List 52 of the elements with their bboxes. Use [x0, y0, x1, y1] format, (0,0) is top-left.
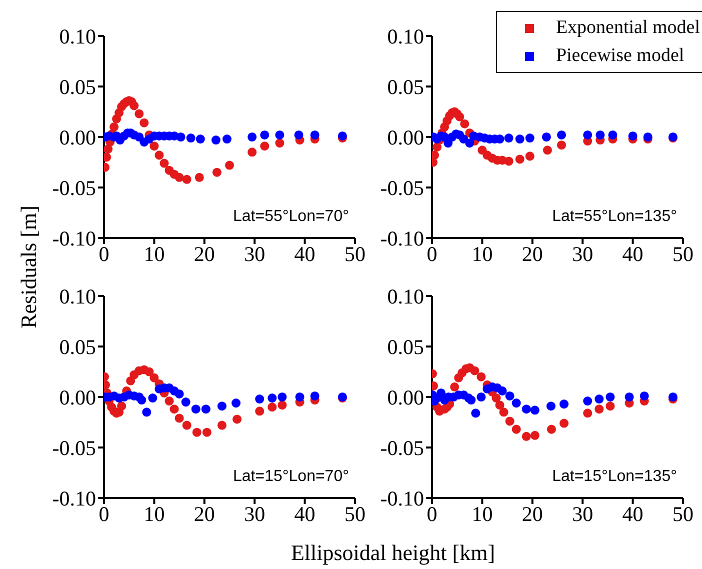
y-tick-label: 0.00 — [387, 385, 424, 410]
x-tick-label: 50 — [672, 502, 694, 526]
x-tick-label: 50 — [672, 242, 694, 266]
y-tick-label: 0.10 — [387, 24, 424, 48]
x-tick-label: 30 — [572, 502, 594, 526]
y-tick-label: 0.00 — [59, 125, 96, 150]
y-tick-label: -0.05 — [52, 436, 96, 460]
y-tick-label: 0.05 — [387, 334, 424, 359]
x-tick-label: 40 — [294, 242, 316, 266]
x-tick-label: 50 — [344, 502, 366, 526]
x-tick-label: 10 — [144, 242, 165, 266]
x-tick-label: 0 — [98, 242, 110, 266]
x-tick-label: 20 — [522, 502, 543, 526]
legend-label: Exponential model — [556, 17, 700, 39]
x-tick-label: 20 — [194, 502, 215, 526]
y-tick-label: -0.05 — [380, 176, 424, 200]
x-tick-label: 10 — [472, 502, 493, 526]
x-tick-label: 40 — [294, 502, 316, 526]
y-tick-label: 0.05 — [59, 74, 96, 99]
y-tick-label: -0.10 — [52, 486, 96, 510]
x-tick-label: 20 — [522, 242, 543, 266]
y-tick-label: 0.05 — [59, 334, 96, 359]
legend-label: Piecewise model — [556, 45, 684, 67]
x-tick-label: 40 — [622, 502, 644, 526]
x-tick-label: 10 — [144, 502, 165, 526]
y-tick-label: -0.10 — [380, 486, 424, 510]
y-tick-label: 0.10 — [59, 284, 96, 308]
x-tick-label: 50 — [344, 242, 366, 266]
x-tick-label: 30 — [572, 242, 594, 266]
x-tick-label: 10 — [472, 242, 493, 266]
x-tick-label: 30 — [244, 242, 266, 266]
x-tick-label: 30 — [244, 502, 266, 526]
y-axis-title: Residuals [m] — [16, 206, 42, 328]
x-tick-label: 0 — [426, 502, 438, 526]
y-tick-label: 0.10 — [387, 284, 424, 308]
y-tick-label: 0.00 — [59, 385, 96, 410]
x-axis-title: Ellipsoidal height [km] — [290, 540, 496, 566]
y-tick-label: 0.10 — [59, 24, 96, 48]
y-tick-label: 0.00 — [387, 125, 424, 150]
x-tick-label: 40 — [622, 242, 644, 266]
annotation: Lat=15°Lon=135° — [552, 468, 677, 486]
y-tick-label: -0.05 — [380, 436, 424, 460]
y-tick-label: -0.05 — [52, 176, 96, 200]
y-tick-label: 0.05 — [387, 74, 424, 99]
y-tick-label: -0.10 — [380, 226, 424, 250]
x-tick-label: 20 — [194, 242, 215, 266]
annotation: Lat=55°Lon=70° — [232, 208, 349, 226]
x-tick-label: 0 — [98, 502, 110, 526]
annotation: Lat=15°Lon=70° — [232, 468, 349, 486]
annotation: Lat=55°Lon=135° — [552, 208, 677, 226]
x-tick-label: 0 — [426, 242, 438, 266]
y-tick-label: -0.10 — [52, 226, 96, 250]
